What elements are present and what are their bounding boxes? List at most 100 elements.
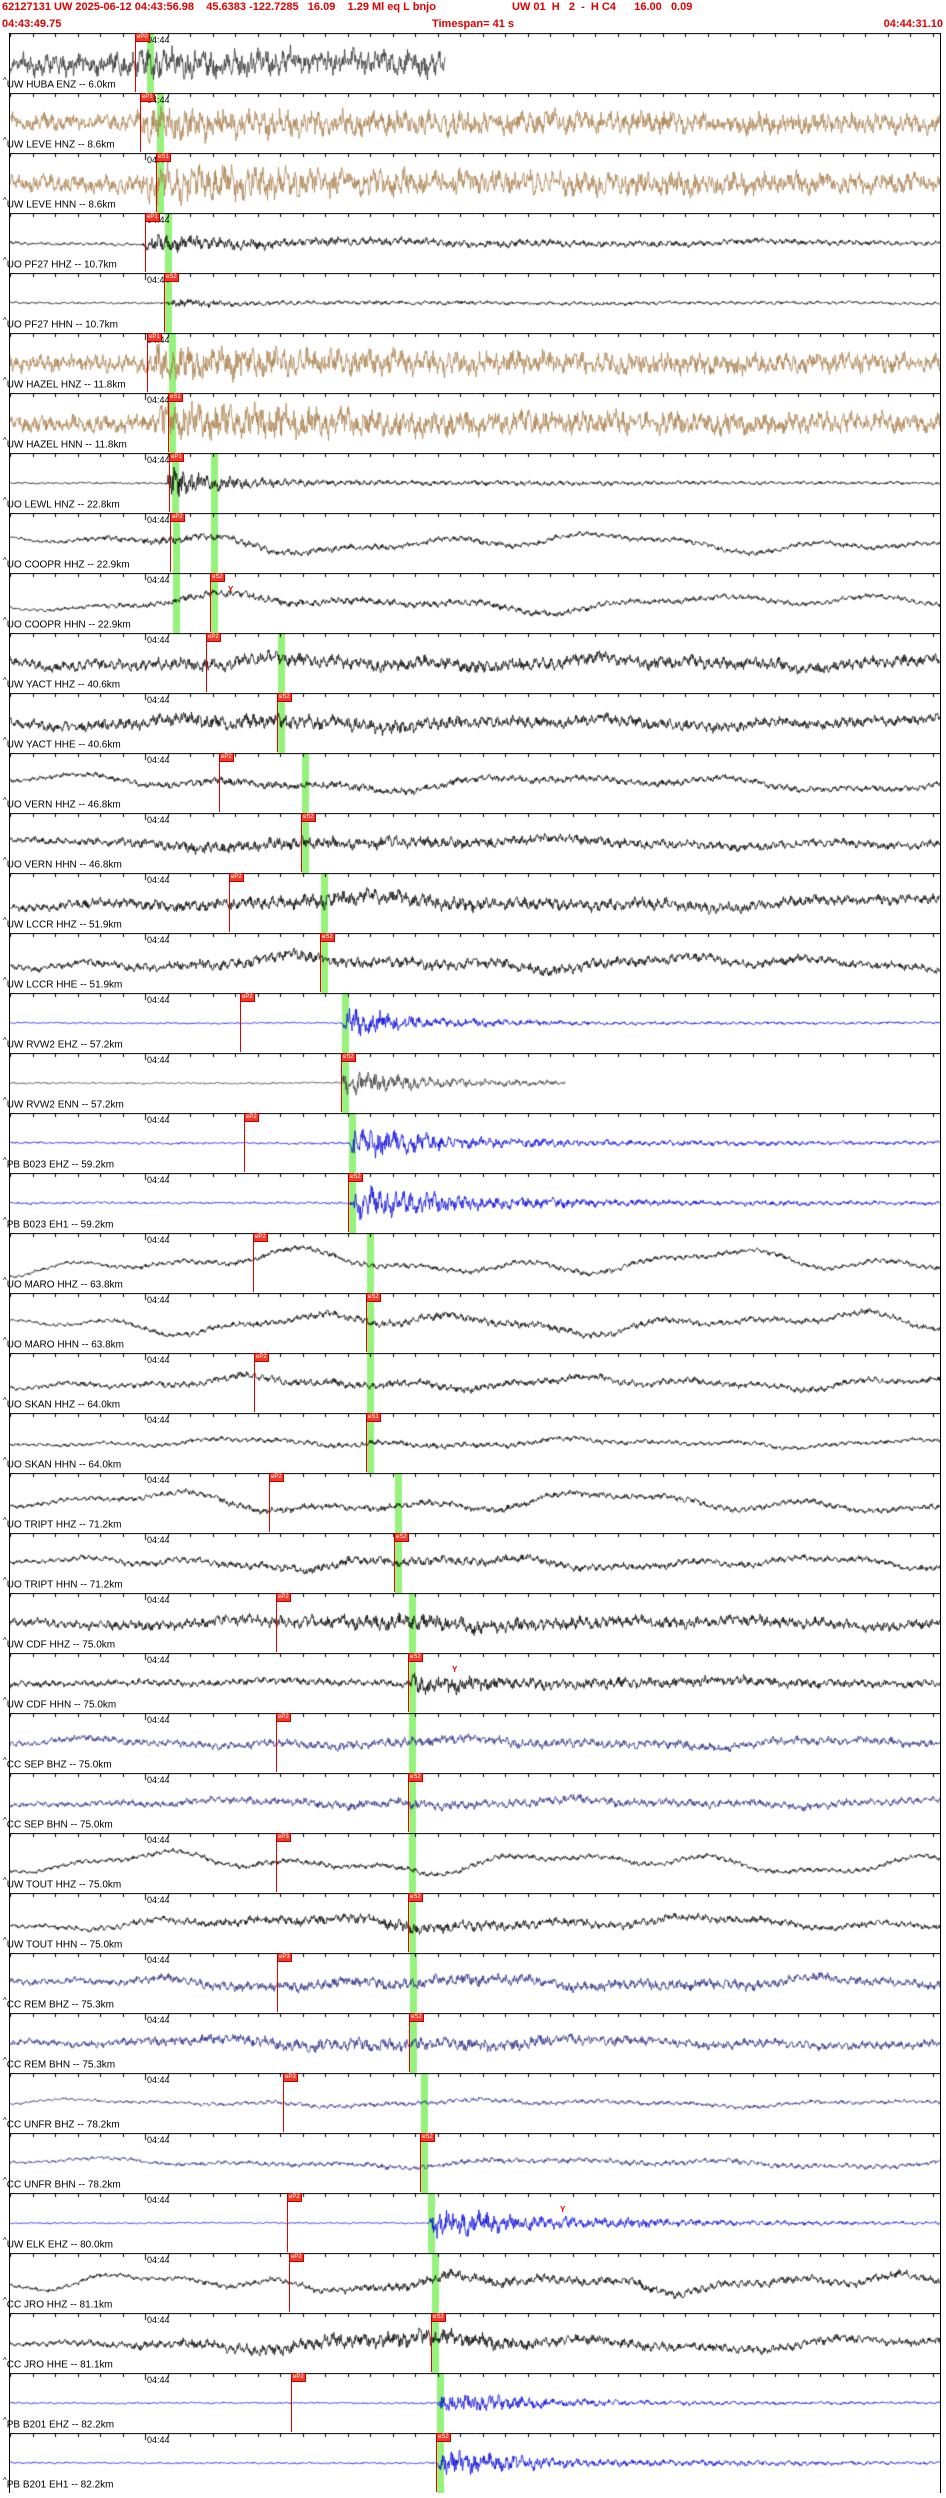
station-label[interactable]: ^UW HUBA ENZ -- 6.0km (3, 76, 116, 90)
waveform-canvas[interactable] (10, 873, 941, 933)
waveform-canvas[interactable] (10, 1413, 941, 1473)
waveform-canvas[interactable] (10, 333, 941, 393)
station-label[interactable]: ^UW TOUT HHN -- 75.0km (3, 1936, 122, 1950)
phase-pick-label[interactable]: eP2 (219, 753, 234, 762)
phase-pick-label[interactable]: eS2 (394, 1533, 409, 1542)
phase-pick-label[interactable]: eS2 (277, 693, 292, 702)
waveform-canvas[interactable] (10, 1353, 941, 1413)
phase-pick-line[interactable] (289, 2262, 290, 2312)
station-label[interactable]: ^CC UNFR BHN -- 78.2km (3, 2176, 121, 2190)
station-label[interactable]: ^UO MARO HHZ -- 63.8km (3, 1276, 123, 1290)
station-label[interactable]: ^UW ELK EHZ -- 80.0km (3, 2236, 113, 2250)
phase-pick-label[interactable]: eS2 (408, 1893, 423, 1902)
phase-pick-label[interactable]: eP0 (135, 33, 150, 42)
phase-pick-label[interactable]: eP3 (277, 1953, 292, 1962)
phase-pick-label[interactable]: eP2 (206, 633, 221, 642)
phase-pick-line[interactable] (276, 1842, 277, 1892)
station-label[interactable]: ^UW YACT HHZ -- 40.6km (3, 676, 120, 690)
waveform-canvas[interactable] (10, 213, 941, 273)
waveform-canvas[interactable] (10, 1533, 941, 1593)
station-label[interactable]: ^UO VERN HHN -- 46.8km (3, 856, 122, 870)
waveform-canvas[interactable] (10, 1173, 941, 1233)
station-label[interactable]: ^UO PF27 HHZ -- 10.7km (3, 256, 117, 270)
waveform-canvas[interactable] (10, 2253, 941, 2313)
waveform-canvas[interactable] (10, 1773, 941, 1833)
phase-pick-label[interactable]: eS2 (420, 2133, 435, 2142)
phase-pick-line[interactable] (366, 1422, 367, 1472)
phase-pick-line[interactable] (420, 2142, 421, 2192)
waveform-canvas[interactable] (10, 2073, 941, 2133)
phase-pick-label[interactable]: eP2 (287, 2193, 302, 2202)
waveform-canvas[interactable] (10, 813, 941, 873)
waveform-canvas[interactable] (10, 2373, 941, 2433)
station-label[interactable]: ^PB B201 EH1 -- 82.2km (3, 2476, 113, 2490)
phase-pick-label[interactable]: eP2 (244, 1113, 259, 1122)
waveform-canvas[interactable] (10, 993, 941, 1053)
phase-pick-line[interactable] (366, 1302, 367, 1352)
phase-pick-line[interactable] (244, 1122, 245, 1172)
station-label[interactable]: ^CC REM BHN -- 75.3km (3, 2056, 115, 2070)
phase-pick-label[interactable]: eS2 (341, 1053, 356, 1062)
waveform-canvas[interactable] (10, 2013, 941, 2073)
phase-pick-label[interactable]: eS2 (408, 1773, 423, 1782)
station-label[interactable]: ^CC JRO HHE -- 81.1km (3, 2356, 113, 2370)
phase-pick-line[interactable] (320, 942, 321, 992)
phase-pick-line[interactable] (253, 1242, 254, 1292)
station-label[interactable]: ^UO LEWL HNZ -- 22.8km (3, 496, 120, 510)
waveform-canvas[interactable] (10, 1713, 941, 1773)
phase-pick-line[interactable] (408, 1662, 409, 1712)
phase-pick-label[interactable]: eP1 (147, 333, 162, 342)
phase-pick-label[interactable]: eP1 (140, 93, 155, 102)
phase-pick-line[interactable] (169, 462, 170, 512)
phase-pick-line[interactable] (409, 2022, 410, 2072)
phase-pick-label[interactable]: eS2 (320, 933, 335, 942)
phase-pick-label[interactable]: eS2 (408, 1653, 423, 1662)
phase-pick-line[interactable] (341, 1062, 342, 1112)
waveform-canvas[interactable] (10, 1053, 941, 1113)
phase-pick-line[interactable] (210, 582, 211, 632)
phase-pick-label[interactable]: eS1 (156, 153, 171, 162)
station-label[interactable]: ^PB B023 EHZ -- 59.2km (3, 1156, 114, 1170)
waveform-canvas[interactable] (10, 1953, 941, 2013)
waveform-canvas[interactable] (10, 1293, 941, 1353)
waveform-canvas[interactable] (10, 33, 941, 93)
phase-pick-label[interactable]: eP2 (289, 2253, 304, 2262)
phase-pick-label[interactable]: eS1 (168, 393, 183, 402)
station-label[interactable]: ^UW LEVE HNZ -- 8.6km (3, 136, 115, 150)
phase-pick-line[interactable] (206, 642, 207, 692)
phase-pick-label[interactable]: eS2 (431, 2313, 446, 2322)
phase-pick-label[interactable]: eP1 (145, 213, 160, 222)
phase-pick-label[interactable]: eS2 (366, 1293, 381, 1302)
station-label[interactable]: ^UW TOUT HHZ -- 75.0km (3, 1876, 121, 1890)
station-label[interactable]: ^CC JRO HHZ -- 81.1km (3, 2296, 112, 2310)
phase-pick-line[interactable] (240, 1002, 241, 1052)
station-label[interactable]: ^UO VERN HHZ -- 46.8km (3, 796, 121, 810)
station-label[interactable]: ^UW LCCR HHE -- 51.9km (3, 976, 122, 990)
phase-pick-label[interactable]: eP2 (276, 1593, 291, 1602)
phase-pick-line[interactable] (135, 42, 136, 92)
phase-pick-line[interactable] (348, 1182, 349, 1232)
station-label[interactable]: ^UW CDF HHZ -- 75.0km (3, 1636, 115, 1650)
phase-pick-line[interactable] (269, 1482, 270, 1532)
station-label[interactable]: ^PB B201 EHZ -- 82.2km (3, 2416, 114, 2430)
waveform-canvas[interactable] (10, 2433, 941, 2493)
waveform-canvas[interactable] (10, 93, 941, 153)
phase-pick-line[interactable] (164, 282, 165, 332)
waveform-canvas[interactable] (10, 393, 941, 453)
phase-pick-line[interactable] (276, 1602, 277, 1652)
station-label[interactable]: ^UO TRIPT HHZ -- 71.2km (3, 1516, 121, 1530)
phase-pick-label[interactable]: eP2 (229, 873, 244, 882)
waveform-canvas[interactable] (10, 1113, 941, 1173)
phase-pick-line[interactable] (276, 1722, 277, 1772)
phase-pick-label[interactable]: eP2 (170, 513, 185, 522)
phase-pick-label[interactable]: eP3 (283, 2073, 298, 2082)
phase-pick-label[interactable]: eP2 (291, 2373, 306, 2382)
station-label[interactable]: ^UO PF27 HHN -- 10.7km (3, 316, 118, 330)
waveform-canvas[interactable] (10, 2193, 941, 2253)
phase-pick-label[interactable]: eP2 (276, 1713, 291, 1722)
waveform-canvas[interactable] (10, 573, 941, 633)
station-label[interactable]: ^UW YACT HHE -- 40.6km (3, 736, 121, 750)
waveform-canvas[interactable] (10, 933, 941, 993)
phase-pick-line[interactable] (145, 222, 146, 272)
phase-pick-line[interactable] (254, 1362, 255, 1412)
